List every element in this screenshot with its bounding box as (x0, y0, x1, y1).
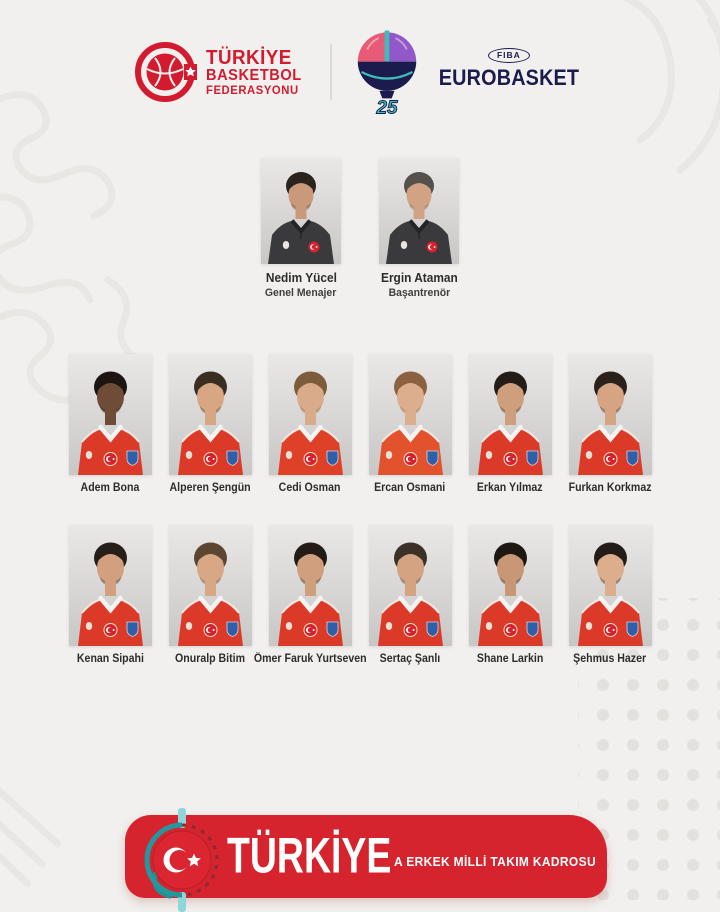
contour-pattern-bottom-left (0, 787, 62, 888)
player-photo (368, 525, 452, 646)
player-portrait-illustration (568, 354, 652, 475)
player-card: Şehmus Hazer (562, 525, 658, 665)
tbf-basketball-icon (135, 42, 198, 102)
player-name: Ercan Osmani (374, 482, 446, 494)
player-name: Sertaç Şanlı (379, 653, 441, 665)
player-photo (368, 354, 452, 475)
player-name: Adem Bona (80, 482, 140, 494)
player-portrait-illustration (568, 525, 652, 646)
player-name: Cedi Osman (279, 482, 341, 494)
eurobasket-logo: 25 FIBA EUROBASKET (354, 28, 587, 116)
player-portrait-illustration (168, 354, 252, 475)
svg-text:25: 25 (375, 96, 397, 116)
player-portrait-illustration (68, 525, 152, 646)
player-card: Ömer Faruk Yurtseven (254, 525, 366, 665)
player-card: Ercan Osmani (362, 354, 458, 494)
staff-name: Ergin Ataman (380, 271, 458, 285)
fiba-label: FIBA (487, 47, 530, 63)
player-portrait-illustration (468, 354, 552, 475)
player-photo (68, 354, 152, 475)
staff-card: Nedim Yücel Genel Menajer (253, 158, 349, 299)
player-portrait-illustration (268, 525, 352, 646)
player-card: Kenan Sipahi (62, 525, 158, 665)
player-name: Shane Larkin (476, 653, 544, 665)
player-card: Sertaç Şanlı (362, 525, 458, 665)
player-portrait-illustration (268, 354, 352, 475)
staff-portrait-illustration (261, 158, 341, 264)
player-photo (168, 525, 252, 646)
player-name: Onuralp Bitim (175, 653, 245, 665)
eurobasket-logo-text: FIBA EUROBASKET (431, 47, 587, 91)
players-row-2: Kenan Sipahi Onuralp (62, 525, 658, 665)
player-card: Adem Bona (62, 354, 158, 494)
player-portrait-illustration (68, 354, 152, 475)
player-photo (568, 354, 652, 475)
player-photo (268, 525, 352, 646)
player-photo (68, 525, 152, 646)
player-name: Erkan Yılmaz (477, 482, 543, 494)
player-card: Cedi Osman (262, 354, 358, 494)
player-name: Furkan Korkmaz (568, 482, 652, 494)
player-portrait-illustration (368, 525, 452, 646)
staff-photo (261, 158, 341, 264)
tbf-logo: TÜRKİYE BASKETBOL FEDERASYONU (133, 40, 308, 104)
player-card: Erkan Yılmaz (462, 354, 558, 494)
player-card: Alperen Şengün (162, 354, 258, 494)
eurobasket-title: EUROBASKET (438, 64, 580, 90)
player-portrait-illustration (168, 525, 252, 646)
logo-divider (329, 44, 332, 100)
player-name: Alperen Şengün (169, 482, 251, 494)
player-name: Şehmus Hazer (573, 653, 647, 665)
tbf-line3: FEDERASYONU (206, 82, 299, 97)
player-card: Shane Larkin (462, 525, 558, 665)
staff-row: Nedim Yücel Genel Menajer Ergin Ata (0, 158, 720, 299)
tbf-logo-text: TÜRKİYE BASKETBOL FEDERASYONU (206, 46, 302, 97)
players-row-1: Adem Bona Alperen Şen (62, 354, 658, 494)
staff-portrait-illustration (379, 158, 459, 264)
player-photo (468, 354, 552, 475)
player-name: Kenan Sipahi (76, 653, 144, 665)
banner-subtitle: A ERKEK MİLLİ TAKIM KADROSU (393, 854, 596, 869)
player-card: Furkan Korkmaz (562, 354, 658, 494)
staff-card: Ergin Ataman Başantrenör (371, 158, 467, 299)
tbf-line2: BASKETBOL (206, 67, 302, 85)
eurobasket-trophy-icon: 25 (357, 30, 417, 116)
player-photo (168, 354, 252, 475)
staff-name: Nedim Yücel (265, 271, 337, 285)
player-card: Onuralp Bitim (162, 525, 258, 665)
tbf-line1: TÜRKİYE (206, 46, 292, 69)
player-portrait-illustration (468, 525, 552, 646)
banner-title: TÜRKİYE (227, 828, 392, 884)
team-banner: TÜRKİYE A ERKEK MİLLİ TAKIM KADROSU (125, 808, 607, 912)
header: TÜRKİYE BASKETBOL FEDERASYONU 25 FIBA EU… (0, 28, 720, 116)
player-portrait-illustration (368, 354, 452, 475)
staff-photo (379, 158, 459, 264)
player-photo (468, 525, 552, 646)
turkish-flag-icon (144, 808, 219, 912)
player-photo (568, 525, 652, 646)
player-name: Ömer Faruk Yurtseven (253, 653, 367, 665)
staff-role: Başantrenör (388, 287, 450, 299)
staff-role: Genel Menajer (265, 287, 337, 299)
player-photo (268, 354, 352, 475)
